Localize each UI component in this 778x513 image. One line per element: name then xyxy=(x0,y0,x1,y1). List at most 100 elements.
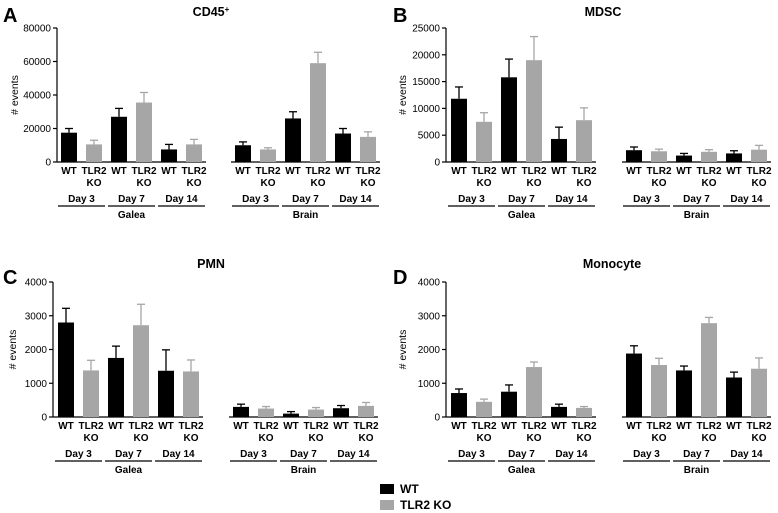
y-tick-label: 1000 xyxy=(25,379,48,390)
category-label: WT xyxy=(283,421,299,432)
y-tick-label: 40000 xyxy=(23,91,51,102)
group-label: Galea xyxy=(115,465,143,476)
category-label: WT xyxy=(551,421,567,432)
group-label: Galea xyxy=(508,465,536,476)
category-label: KO xyxy=(477,433,492,444)
category-label: KO xyxy=(259,433,274,444)
bar-brain-wt-2 xyxy=(676,155,692,162)
y-tick-label: 10000 xyxy=(412,104,440,115)
day-label: Day 14 xyxy=(162,449,195,460)
category-label: WT xyxy=(626,421,642,432)
bar-brain-wt-1 xyxy=(233,406,249,417)
panel-title: Monocyte xyxy=(583,257,641,271)
day-label: Day 14 xyxy=(165,194,198,205)
bar-galea-ko-2 xyxy=(136,102,152,162)
y-tick-label: 2000 xyxy=(418,345,441,356)
category-label: WT xyxy=(285,166,301,177)
category-label: KO xyxy=(752,433,767,444)
y-axis-label: # events xyxy=(397,330,409,370)
category-label: KO xyxy=(527,433,542,444)
bar-galea-wt-3 xyxy=(551,406,567,417)
bar-galea-ko-3 xyxy=(183,371,199,417)
day-label: Day 7 xyxy=(118,194,145,205)
day-label: Day 7 xyxy=(292,194,319,205)
bar-brain-ko-2 xyxy=(701,323,717,417)
category-label: WT xyxy=(111,166,127,177)
category-label: KO xyxy=(702,178,717,189)
category-label: TLR2 xyxy=(647,421,672,432)
day-label: Day 3 xyxy=(242,194,269,205)
day-label: Day 3 xyxy=(633,449,660,460)
category-label: TLR2 xyxy=(472,166,497,177)
bar-galea-ko-1 xyxy=(83,370,99,417)
category-label: KO xyxy=(577,433,592,444)
category-label: WT xyxy=(726,421,742,432)
panel-letter: D xyxy=(393,267,407,289)
group-label: Brain xyxy=(291,465,317,476)
y-tick-label: 60000 xyxy=(23,57,51,68)
group-label: Brain xyxy=(684,465,710,476)
category-label: WT xyxy=(335,166,351,177)
bar-galea-wt-2 xyxy=(501,77,517,162)
bar-galea-ko-2 xyxy=(133,325,149,417)
bar-brain-ko-3 xyxy=(360,136,376,162)
category-label: WT xyxy=(676,166,692,177)
category-label: TLR2 xyxy=(697,166,722,177)
category-label: TLR2 xyxy=(522,421,547,432)
bar-brain-wt-1 xyxy=(626,353,642,417)
category-label: WT xyxy=(158,421,174,432)
bar-brain-ko-2 xyxy=(310,63,326,162)
category-label: WT xyxy=(726,166,742,177)
category-label: TLR2 xyxy=(697,421,722,432)
bar-brain-wt-2 xyxy=(676,370,692,417)
panel-letter: B xyxy=(393,5,407,27)
day-label: Day 14 xyxy=(555,449,588,460)
category-label: KO xyxy=(137,178,152,189)
category-label: WT xyxy=(501,421,517,432)
bar-galea-ko-1 xyxy=(476,401,492,417)
bar-brain-wt-3 xyxy=(333,408,349,417)
panel-title: MDSC xyxy=(585,5,622,19)
bar-galea-wt-3 xyxy=(551,138,567,162)
category-label: WT xyxy=(61,166,77,177)
day-label: Day 14 xyxy=(337,449,370,460)
bar-galea-ko-2 xyxy=(526,60,542,162)
bar-brain-ko-1 xyxy=(651,151,667,162)
category-label: WT xyxy=(451,421,467,432)
category-label: KO xyxy=(527,178,542,189)
bar-brain-ko-2 xyxy=(308,409,324,417)
category-label: KO xyxy=(261,178,276,189)
category-label: TLR2 xyxy=(356,166,381,177)
bar-galea-wt-1 xyxy=(451,98,467,162)
day-label: Day 7 xyxy=(508,194,535,205)
category-label: WT xyxy=(108,421,124,432)
bar-brain-ko-1 xyxy=(258,408,274,417)
category-label: TLR2 xyxy=(306,166,331,177)
bar-brain-wt-1 xyxy=(235,145,251,162)
category-label: WT xyxy=(626,166,642,177)
bar-brain-wt-3 xyxy=(335,133,351,162)
bar-galea-ko-1 xyxy=(476,121,492,162)
bar-galea-ko-3 xyxy=(186,144,202,162)
bar-brain-ko-3 xyxy=(751,368,767,417)
panel-title-superscript: + xyxy=(225,5,230,14)
y-tick-label: 25000 xyxy=(412,24,440,35)
group-label: Brain xyxy=(293,210,319,221)
y-tick-label: 0 xyxy=(434,158,440,169)
bar-galea-wt-1 xyxy=(451,393,467,417)
bar-brain-wt-2 xyxy=(285,118,301,162)
legend-label-ko: TLR2 KO xyxy=(400,498,451,512)
day-label: Day 7 xyxy=(508,449,535,460)
category-label: TLR2 xyxy=(254,421,279,432)
y-axis-label: # events xyxy=(397,75,409,115)
panel-title: CD45+ xyxy=(193,5,230,20)
bar-brain-ko-3 xyxy=(358,405,374,417)
bar-brain-wt-1 xyxy=(626,150,642,162)
category-label: WT xyxy=(58,421,74,432)
category-label: WT xyxy=(676,421,692,432)
y-tick-label: 4000 xyxy=(25,278,48,289)
y-tick-label: 2000 xyxy=(25,345,48,356)
category-label: KO xyxy=(84,433,99,444)
bar-brain-wt-2 xyxy=(283,413,299,417)
